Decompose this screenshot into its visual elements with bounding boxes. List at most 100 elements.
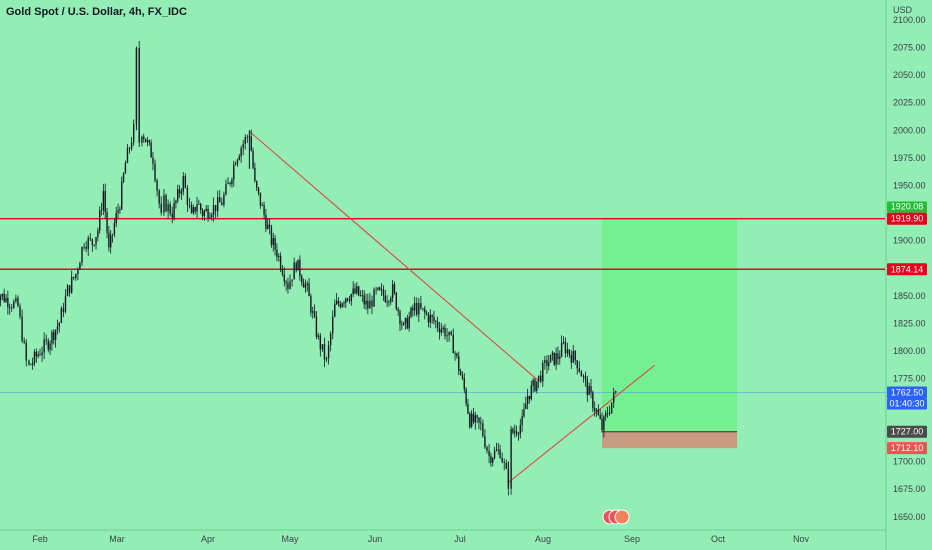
time-tick-label: May <box>281 534 299 544</box>
candle-body <box>163 195 165 213</box>
candle-body <box>225 184 227 195</box>
target-zone[interactable] <box>602 218 738 432</box>
candle-body <box>281 269 284 275</box>
candle-body <box>582 375 585 377</box>
candle-body <box>276 249 278 257</box>
time-tick-label: Feb <box>32 534 48 544</box>
candle-body <box>386 301 388 303</box>
candle-body <box>13 301 15 308</box>
candle-body <box>310 296 312 313</box>
candle-body <box>146 140 149 143</box>
candle-body <box>62 308 65 312</box>
candle-body <box>283 274 285 282</box>
candle-body <box>592 392 594 409</box>
candle-body <box>357 286 360 296</box>
candle-body <box>73 277 75 279</box>
candle-body <box>240 148 242 157</box>
candle-body <box>242 143 244 149</box>
candle-body <box>152 157 154 164</box>
candle-body <box>289 280 291 289</box>
candle-body <box>23 341 25 343</box>
candle-body <box>188 204 191 206</box>
candle-body <box>278 255 280 257</box>
candle-body <box>68 285 71 293</box>
candle-body <box>363 295 365 305</box>
candle-body <box>246 136 249 138</box>
candle-body <box>566 349 569 354</box>
candle-body <box>321 344 324 350</box>
trendline-1[interactable] <box>249 131 539 382</box>
candle-body <box>0 296 2 301</box>
candle-body <box>178 189 181 194</box>
candle-body <box>454 353 456 354</box>
candle-body <box>238 156 240 160</box>
candle-body <box>229 182 231 184</box>
candle-body <box>11 307 13 309</box>
price-tick-label: 2025.00 <box>893 98 926 108</box>
trendline-2[interactable] <box>508 365 655 483</box>
candle-body <box>122 173 125 182</box>
price-tick-label: 2100.00 <box>893 15 926 25</box>
candle-body <box>604 413 607 417</box>
candle-body <box>448 331 450 336</box>
candle-body <box>291 279 293 281</box>
candle-body <box>480 422 482 424</box>
candle-body <box>420 303 422 309</box>
candle-body <box>319 335 322 350</box>
candle-body <box>301 276 303 283</box>
candle-body <box>515 431 518 434</box>
candle-body <box>572 351 574 363</box>
candle-body <box>442 327 444 330</box>
candle-body <box>593 408 596 411</box>
candle-body <box>111 234 114 236</box>
candle-body <box>467 403 469 414</box>
candle-body <box>343 302 345 304</box>
candle-body <box>564 341 567 354</box>
candle-body <box>89 238 91 240</box>
candle-body <box>435 321 437 323</box>
candle-body <box>514 431 516 433</box>
candle-body <box>354 288 356 294</box>
candle-body <box>124 162 127 174</box>
candle-body <box>5 297 7 302</box>
candle-body <box>395 292 398 310</box>
candle-body <box>231 179 233 184</box>
candle-body <box>263 205 265 215</box>
candle-body <box>121 181 123 209</box>
candle-body <box>279 255 282 270</box>
candle-body <box>95 237 97 245</box>
stop-zone[interactable] <box>602 431 738 449</box>
price-tick-label: 1850.00 <box>893 291 926 301</box>
candle-body <box>613 392 615 403</box>
candle-body <box>412 307 414 311</box>
resistance-tag-2-text: 1874.14 <box>891 264 924 274</box>
candle-body <box>382 289 385 296</box>
candle-body <box>495 450 498 451</box>
candle-body <box>474 415 476 423</box>
candle-body <box>551 352 554 355</box>
candle-body <box>209 217 211 219</box>
candle-body <box>484 435 486 448</box>
candle-body <box>519 425 521 435</box>
candle-body <box>37 354 39 357</box>
candle-body <box>85 246 87 249</box>
candle-body <box>236 159 239 165</box>
candle-body <box>488 450 490 456</box>
candle-body <box>126 148 129 163</box>
candle-body <box>274 238 276 250</box>
price-tick-label: 1975.00 <box>893 153 926 163</box>
price-tick-label: 1775.00 <box>893 374 926 384</box>
candle-body <box>590 386 592 393</box>
event-flag-icon[interactable] <box>614 509 630 525</box>
candle-body <box>553 352 555 365</box>
candle-body <box>148 140 150 143</box>
candle-body <box>21 316 23 342</box>
candle-body <box>497 449 499 451</box>
candle-body <box>393 284 396 293</box>
candle-body <box>41 352 43 356</box>
candle-body <box>306 283 308 285</box>
candle-body <box>586 379 589 395</box>
candle-body <box>87 238 89 249</box>
